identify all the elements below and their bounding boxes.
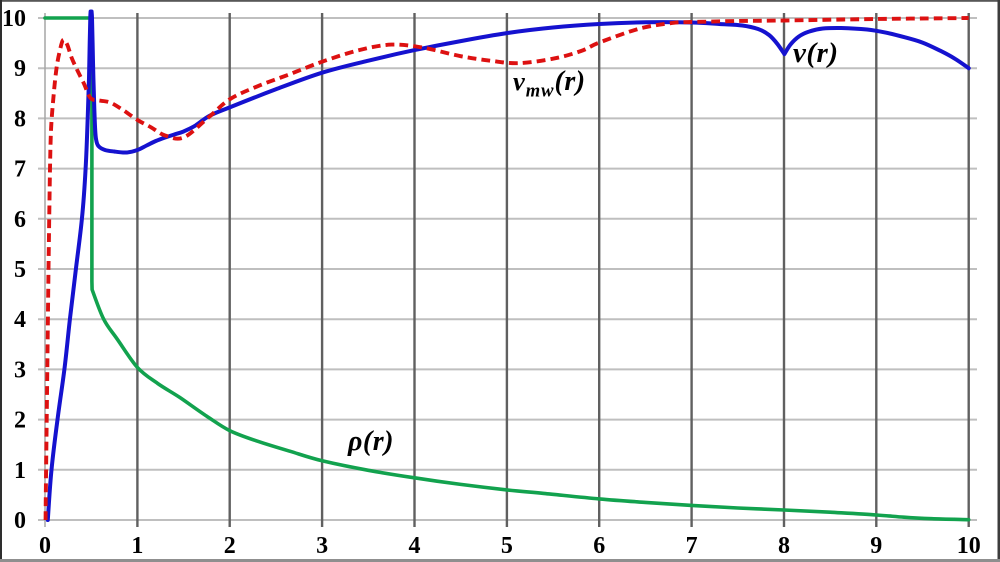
svg-text:3: 3	[14, 357, 26, 383]
svg-text:7: 7	[686, 533, 698, 559]
svg-text:9: 9	[14, 56, 26, 82]
svg-text:5: 5	[14, 257, 26, 283]
svg-text:10: 10	[2, 6, 26, 32]
svg-text:0: 0	[39, 533, 51, 559]
svg-text:2: 2	[14, 408, 26, 434]
svg-text:v(r): v(r)	[793, 37, 838, 69]
svg-text:ρ(r): ρ(r)	[347, 426, 394, 457]
svg-text:0: 0	[14, 508, 26, 534]
svg-text:8: 8	[778, 533, 790, 559]
svg-text:8: 8	[14, 106, 26, 132]
svg-text:1: 1	[131, 533, 143, 559]
svg-text:7: 7	[14, 157, 26, 183]
svg-text:4: 4	[409, 533, 421, 559]
svg-text:3: 3	[316, 533, 328, 559]
svg-text:4: 4	[14, 307, 26, 333]
svg-text:6: 6	[593, 533, 605, 559]
svg-text:10: 10	[957, 533, 981, 559]
svg-text:1: 1	[14, 458, 26, 484]
svg-text:2: 2	[224, 533, 236, 559]
svg-text:6: 6	[14, 207, 26, 233]
svg-text:9: 9	[870, 533, 882, 559]
svg-text:5: 5	[501, 533, 513, 559]
